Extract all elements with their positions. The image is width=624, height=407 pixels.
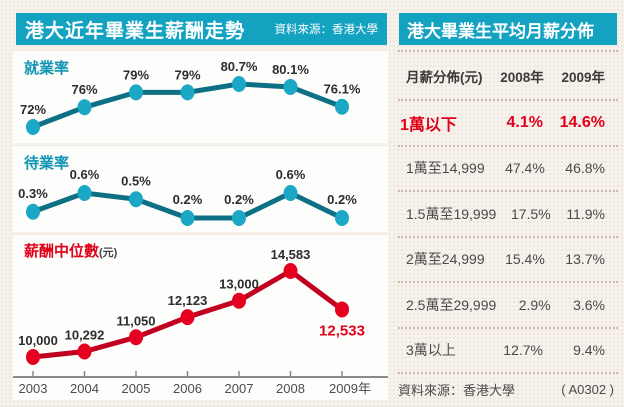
data-point-label: 79% [123,67,149,82]
table-row: 2.5萬至29,999 2.9% 3.6% [398,281,618,327]
employment-rate-chart: 72% 76% 79% 79% 80.7% 80.1% 76.1% [20,59,361,135]
employment-rate-label: 就業率 [24,60,70,77]
data-point [335,98,349,115]
right-title-bar: 港大畢業生平均月薪分佈 [399,13,617,45]
data-point [129,84,143,101]
left-title: 港大近年畢業生薪酬走勢 [25,20,246,42]
data-point [283,185,298,201]
table-row: 3萬以上 12.7% 9.4% [398,326,618,373]
data-point-label: 13,000 [219,277,259,292]
data-point [180,309,195,326]
data-point-label: 72% [20,102,46,117]
data-point [283,78,298,95]
header-2008: 2008年 [500,69,544,85]
data-point [232,292,246,309]
x-axis-year-label: 2003 [19,381,48,396]
header-2009: 2009年 [561,69,605,85]
table-row: 2萬至24,999 15.4% 13.7% [398,235,618,282]
x-axis-year-label: 2006 [173,381,202,396]
data-point [232,76,246,92]
table-row: 1萬以下 4.1% 14.6% [398,99,618,145]
left-source-note: 資料來源：香港大學 [274,24,379,36]
data-point-label: 11,050 [116,313,155,328]
data-point [129,329,143,346]
x-axis-year-label: 2005 [122,381,151,396]
data-point-label: 0.6% [276,167,306,182]
data-point-label: 12,533 [319,322,365,339]
row-2009-value: 13.7% [565,251,605,268]
median-salary-section: 薪酬中位數(元) 10,000 10,292 11,050 12,123 13,000 1… [13,235,388,400]
data-point-label: 76% [71,82,97,97]
data-point-label: 80.1% [272,62,309,77]
row-label: 2萬至24,999 [406,251,485,268]
data-point-label: 80.7% [221,59,258,74]
right-title: 港大畢業生平均月薪分佈 [407,21,594,41]
data-point-label: 10,000 [18,333,58,348]
median-salary-chart: 10,000 10,292 11,050 12,123 13,000 14,583 12,5… [13,247,388,396]
x-axis-year-label: 2008 [276,381,305,396]
data-point [335,210,349,226]
salary-table: 1萬以下 4.1% 14.6% 1萬至14,999 47.4% 46.8% 1.… [398,99,618,372]
row-label: 2.5萬至29,999 [406,296,497,313]
data-point-label: 0.2% [327,192,357,207]
row-2009-value: 9.4% [573,342,605,359]
unemployment-rate-label: 待業率 [24,155,70,172]
row-label: 3萬以上 [406,342,456,359]
row-2009-value: 11.9% [566,205,605,222]
employment-rate-section: 就業率 72% 76% 79% 79% 80.7% 80.1% 76.1% [13,51,388,143]
median-salary-unit: (元) [99,247,118,259]
x-axis-year-label: 2009年 [329,381,371,396]
data-point [26,118,40,135]
data-point [77,343,92,360]
x-axis-year-label: 2007 [225,381,254,396]
right-code: ( A0302 ) [561,381,614,397]
median-salary-label: 薪酬中位數(元) [24,243,118,260]
row-2008-value: 4.1% [506,113,543,131]
right-source-note: 資料來源：香港大學 [398,382,516,398]
data-point [77,99,92,116]
header-label: 月薪分佈(元) [406,69,483,85]
salary-table-header: 月薪分佈(元) 2008年 2009年 [398,50,618,99]
data-point [180,84,195,101]
left-title-bar: 港大近年畢業生薪酬走勢 資料來源：香港大學 [16,13,387,45]
data-point [335,301,349,318]
x-axis-year-label: 2004 [70,381,99,396]
row-2008-value: 47.4% [505,160,545,177]
row-2009-value: 14.6% [559,113,605,131]
data-point-label: 0.2% [224,192,254,207]
data-point [26,348,40,365]
table-row: 1萬至14,999 47.4% 46.8% [398,144,618,191]
row-2008-value: 15.4% [505,251,545,268]
data-point [26,203,40,220]
row-2008-value: 17.5% [510,205,551,222]
unemployment-rate-chart: 0.3% 0.6% 0.5% 0.2% 0.2% 0.6% 0.2% [18,167,357,226]
data-point-label: 10,292 [65,327,105,342]
table-row: 1.5萬至19,999 17.5% 11.9% [398,190,618,236]
data-point-label: 0.2% [173,192,203,207]
data-point [77,185,92,201]
right-footer: 資料來源：香港大學 ( A0302 ) [398,372,618,402]
row-2008-value: 12.7% [503,342,543,359]
data-point-label: 0.6% [70,167,100,182]
data-point [180,210,195,226]
row-2008-value: 2.9% [518,296,551,313]
unemployment-rate-section: 待業率 0.3% 0.6% 0.5% 0.2% 0.2% 0.6% 0.2% [13,146,388,232]
row-label: 1.5萬至19,999 [406,205,497,222]
row-label: 1萬至14,999 [406,160,485,177]
data-point-label: 0.3% [18,186,48,201]
data-point-label: 14,583 [271,247,311,262]
data-point-label: 0.5% [121,173,151,188]
row-label: 1萬以下 [400,116,457,134]
row-2009-value: 3.6% [573,296,605,313]
data-point [129,191,143,208]
data-point-label: 12,123 [168,293,208,308]
data-point-label: 76.1% [324,82,361,97]
row-2009-value: 46.8% [565,160,605,177]
data-point [283,263,298,279]
data-point-label: 79% [174,67,200,82]
data-point [232,210,246,226]
